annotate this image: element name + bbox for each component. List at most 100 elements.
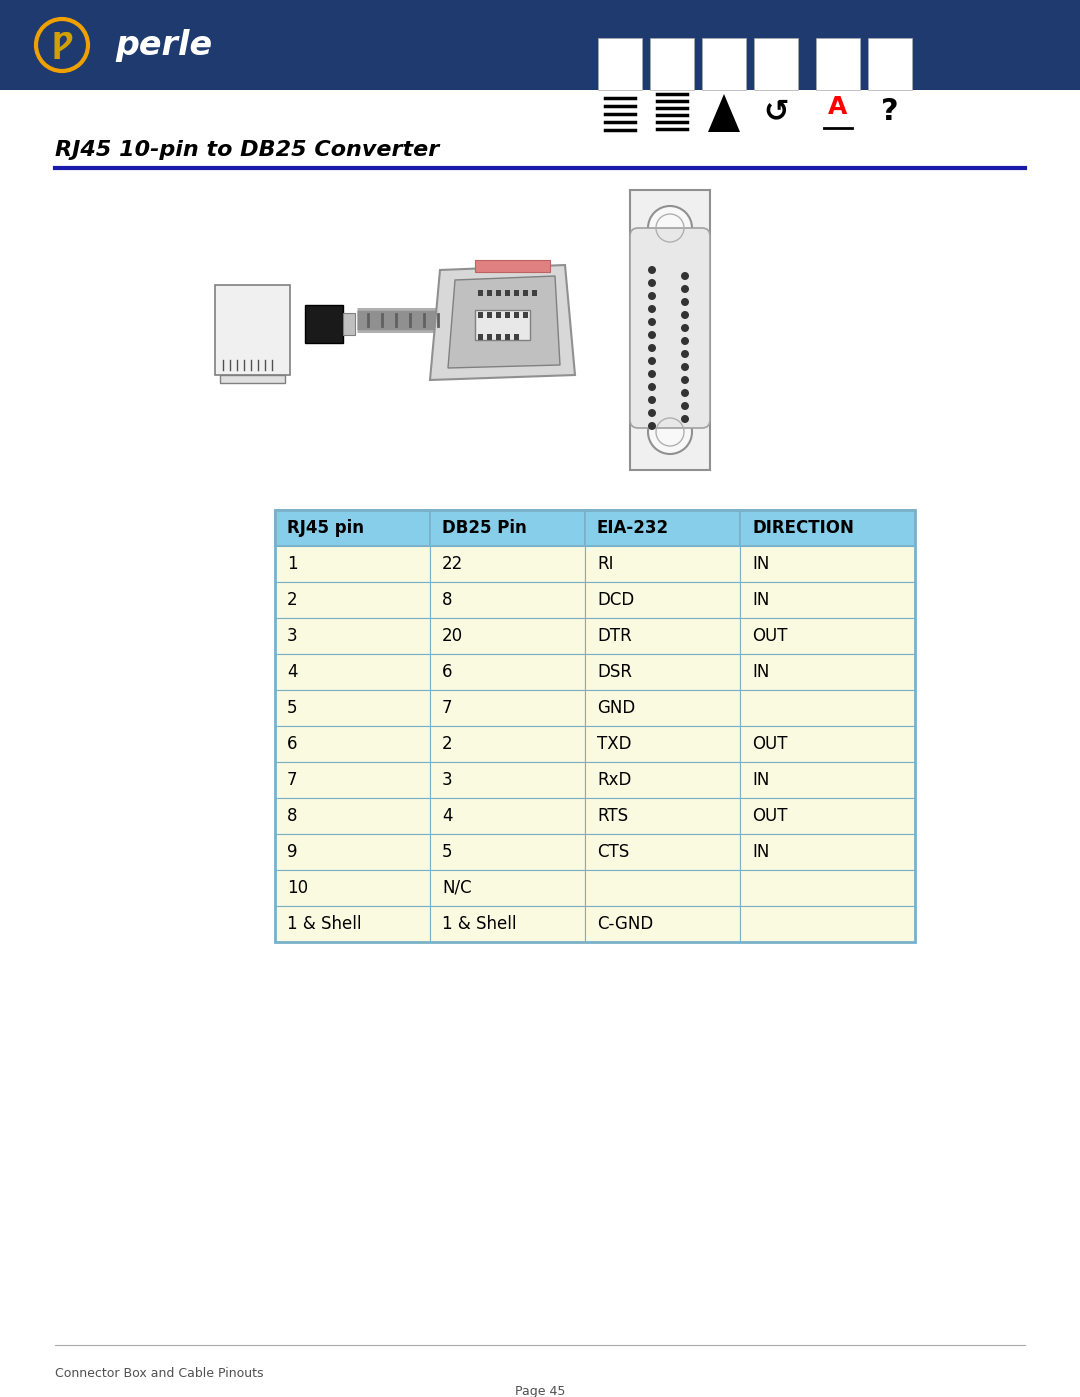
Bar: [585, 798, 740, 834]
Bar: [630, 190, 710, 469]
Bar: [740, 617, 915, 654]
Bar: [585, 583, 740, 617]
Circle shape: [648, 409, 656, 416]
Text: RJ45 pin: RJ45 pin: [287, 520, 364, 536]
Circle shape: [648, 383, 656, 391]
Text: perle: perle: [114, 28, 212, 61]
Circle shape: [681, 324, 689, 332]
Bar: [585, 834, 740, 870]
Text: TXD: TXD: [597, 735, 632, 753]
Text: IN: IN: [752, 555, 769, 573]
Polygon shape: [448, 277, 561, 367]
Text: A: A: [828, 95, 848, 119]
Circle shape: [648, 205, 692, 250]
Bar: [430, 870, 585, 907]
Bar: [532, 291, 537, 296]
Bar: [430, 690, 585, 726]
Text: 8: 8: [442, 591, 453, 609]
Bar: [496, 312, 501, 319]
Text: RJ45 10-pin to DB25 Converter: RJ45 10-pin to DB25 Converter: [55, 140, 440, 161]
Circle shape: [648, 265, 656, 274]
FancyBboxPatch shape: [630, 228, 710, 427]
Bar: [514, 291, 519, 296]
Circle shape: [681, 351, 689, 358]
Text: IN: IN: [752, 591, 769, 609]
Bar: [275, 510, 430, 546]
Text: 1 & Shell: 1 & Shell: [287, 915, 362, 933]
Bar: [740, 726, 915, 761]
Circle shape: [681, 272, 689, 279]
Text: 20: 20: [442, 627, 463, 645]
Bar: [702, 38, 746, 89]
Bar: [740, 510, 915, 546]
Text: DSR: DSR: [597, 664, 632, 680]
Text: 3: 3: [287, 627, 298, 645]
Bar: [220, 374, 285, 383]
Circle shape: [648, 279, 656, 286]
Bar: [740, 654, 915, 690]
Bar: [585, 546, 740, 583]
Bar: [868, 38, 912, 89]
Text: 2: 2: [442, 735, 453, 753]
Text: DCD: DCD: [597, 591, 634, 609]
Bar: [475, 260, 550, 272]
Bar: [523, 312, 528, 319]
Bar: [487, 334, 492, 339]
Bar: [430, 583, 585, 617]
Bar: [275, 546, 430, 583]
Text: 3: 3: [442, 771, 453, 789]
Text: OUT: OUT: [752, 735, 787, 753]
Circle shape: [648, 395, 656, 404]
Bar: [275, 798, 430, 834]
Bar: [740, 798, 915, 834]
Bar: [740, 834, 915, 870]
Bar: [478, 334, 483, 339]
Bar: [275, 870, 430, 907]
Bar: [275, 617, 430, 654]
Bar: [585, 654, 740, 690]
Text: 4: 4: [442, 807, 453, 826]
Circle shape: [681, 402, 689, 409]
Bar: [585, 907, 740, 942]
Circle shape: [648, 292, 656, 300]
Text: IN: IN: [752, 842, 769, 861]
Bar: [430, 546, 585, 583]
Bar: [215, 285, 291, 374]
Bar: [430, 798, 585, 834]
Bar: [505, 291, 510, 296]
Bar: [430, 617, 585, 654]
Bar: [430, 726, 585, 761]
Bar: [275, 654, 430, 690]
Text: 5: 5: [442, 842, 453, 861]
Bar: [487, 312, 492, 319]
Text: 8: 8: [287, 807, 297, 826]
Text: DB25 Pin: DB25 Pin: [442, 520, 527, 536]
Circle shape: [681, 388, 689, 397]
Text: RxD: RxD: [597, 771, 632, 789]
Circle shape: [681, 337, 689, 345]
Text: OUT: OUT: [752, 807, 787, 826]
Bar: [475, 310, 530, 339]
Bar: [740, 761, 915, 798]
Text: Page 45: Page 45: [515, 1384, 565, 1397]
Circle shape: [681, 415, 689, 423]
Polygon shape: [430, 265, 575, 380]
Circle shape: [648, 344, 656, 352]
Text: RI: RI: [597, 555, 613, 573]
Text: N/C: N/C: [442, 879, 472, 897]
Text: IN: IN: [752, 771, 769, 789]
Bar: [514, 312, 519, 319]
Text: 10: 10: [287, 879, 308, 897]
Text: DIRECTION: DIRECTION: [752, 520, 854, 536]
Bar: [275, 834, 430, 870]
Text: IN: IN: [752, 664, 769, 680]
Bar: [754, 38, 798, 89]
Text: EIA-232: EIA-232: [597, 520, 670, 536]
Bar: [0, 0, 1080, 89]
Circle shape: [681, 363, 689, 372]
Bar: [275, 510, 915, 942]
Bar: [430, 761, 585, 798]
Text: ↺: ↺: [764, 98, 788, 127]
Bar: [598, 38, 642, 89]
Circle shape: [648, 358, 656, 365]
